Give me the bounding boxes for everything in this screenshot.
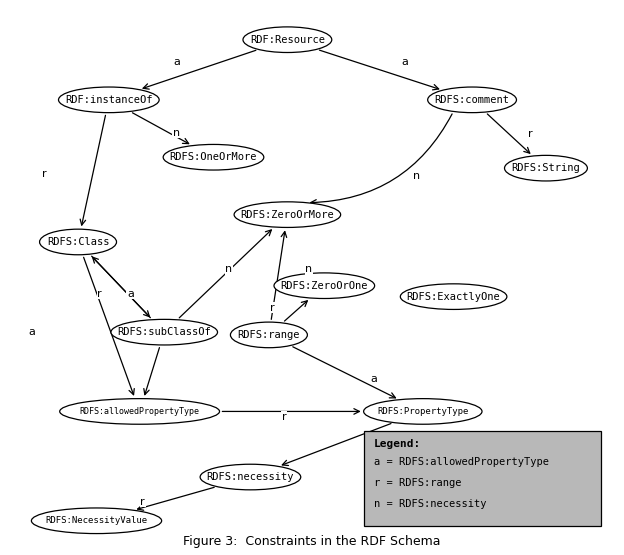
Ellipse shape (401, 284, 507, 310)
Text: RDFS:ZeroOrMore: RDFS:ZeroOrMore (240, 210, 334, 220)
Ellipse shape (234, 202, 341, 228)
Text: n = RDFS:necessity: n = RDFS:necessity (374, 499, 486, 509)
Ellipse shape (427, 87, 517, 113)
Text: RDFS:necessity: RDFS:necessity (207, 472, 294, 482)
Text: r: r (282, 412, 286, 422)
Text: r: r (97, 289, 102, 299)
Text: Figure 3:  Constraints in the RDF Schema: Figure 3: Constraints in the RDF Schema (183, 535, 441, 548)
Text: RDFS:NecessityValue: RDFS:NecessityValue (46, 516, 148, 525)
Text: RDFS:ZeroOrOne: RDFS:ZeroOrOne (281, 281, 368, 291)
Ellipse shape (39, 229, 117, 255)
Text: r = RDFS:range: r = RDFS:range (374, 478, 461, 488)
Text: RDFS:String: RDFS:String (512, 163, 580, 173)
Ellipse shape (364, 398, 482, 424)
FancyBboxPatch shape (364, 431, 602, 526)
Text: a: a (370, 374, 377, 384)
Ellipse shape (505, 155, 587, 181)
Text: RDFS:ExactlyOne: RDFS:ExactlyOne (407, 291, 500, 301)
Ellipse shape (111, 319, 218, 345)
Text: n: n (225, 264, 233, 274)
Text: RDFS:PropertyType: RDFS:PropertyType (377, 407, 469, 416)
Text: n: n (305, 264, 313, 274)
Ellipse shape (230, 322, 308, 347)
Text: RDFS:OneOrMore: RDFS:OneOrMore (170, 152, 257, 162)
Ellipse shape (200, 464, 301, 490)
Text: r: r (529, 129, 533, 139)
Text: a: a (29, 327, 36, 337)
Text: n: n (173, 128, 180, 138)
Ellipse shape (60, 398, 220, 424)
Text: RDFS:Class: RDFS:Class (47, 237, 109, 247)
Ellipse shape (163, 144, 264, 170)
Text: Legend:: Legend: (374, 439, 421, 449)
Text: RDF:Resource: RDF:Resource (250, 35, 325, 45)
Ellipse shape (274, 273, 374, 299)
Text: n: n (413, 171, 420, 181)
Text: RDFS:allowedPropertyType: RDFS:allowedPropertyType (80, 407, 200, 416)
Text: r: r (42, 169, 47, 179)
Ellipse shape (59, 87, 159, 113)
Ellipse shape (243, 27, 332, 53)
Text: a: a (173, 57, 180, 67)
Text: r: r (270, 302, 275, 312)
Text: r: r (140, 497, 145, 507)
Text: a: a (401, 57, 408, 67)
Ellipse shape (31, 508, 162, 533)
Text: a = RDFS:allowedPropertyType: a = RDFS:allowedPropertyType (374, 457, 548, 467)
Text: RDFS:range: RDFS:range (238, 330, 300, 340)
Text: a: a (127, 289, 134, 299)
Text: RDFS:comment: RDFS:comment (434, 95, 510, 105)
Text: RDFS:subClassOf: RDFS:subClassOf (117, 327, 211, 337)
Text: a: a (370, 445, 377, 455)
Text: RDF:instanceOf: RDF:instanceOf (65, 95, 153, 105)
